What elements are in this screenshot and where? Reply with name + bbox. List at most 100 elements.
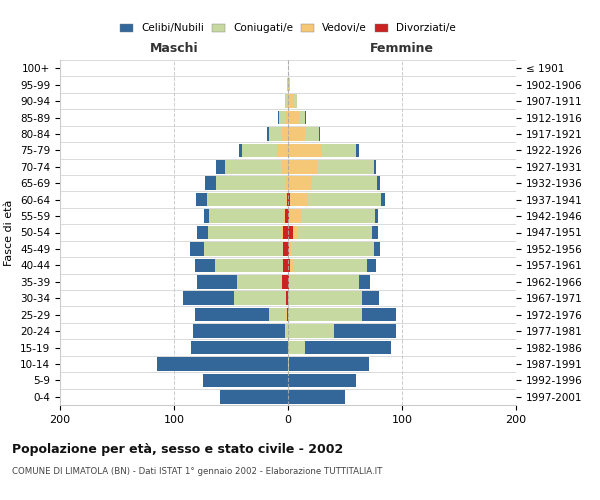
Bar	[216, 176, 284, 190]
Bar	[288, 226, 293, 239]
Bar	[157, 357, 288, 370]
Bar	[289, 210, 301, 223]
Bar	[317, 160, 373, 173]
Bar	[239, 144, 242, 157]
Bar	[288, 242, 289, 256]
Bar	[283, 160, 288, 173]
Bar	[305, 111, 306, 124]
Bar	[288, 144, 322, 157]
Bar	[268, 127, 269, 140]
Bar	[284, 111, 288, 124]
Bar	[203, 242, 283, 256]
Bar	[287, 308, 288, 322]
Bar	[288, 111, 299, 124]
Bar	[289, 78, 290, 92]
Bar	[319, 127, 320, 140]
Bar	[288, 275, 289, 288]
Bar	[288, 390, 345, 404]
Bar	[287, 193, 288, 206]
Bar	[286, 308, 287, 322]
Bar	[284, 176, 288, 190]
Bar	[197, 226, 208, 239]
Bar	[283, 127, 288, 140]
Bar	[216, 160, 226, 173]
Bar	[284, 210, 288, 223]
Bar	[194, 308, 269, 322]
Bar	[289, 242, 292, 256]
Y-axis label: Anni di nascita: Anni di nascita	[599, 191, 600, 274]
Bar	[277, 144, 288, 157]
Bar	[226, 160, 283, 173]
Bar	[278, 111, 279, 124]
Bar	[382, 193, 385, 206]
Bar	[283, 258, 288, 272]
Bar	[205, 176, 216, 190]
Bar	[288, 341, 305, 354]
Bar	[367, 258, 376, 272]
Text: Femmine: Femmine	[370, 42, 434, 55]
Bar	[288, 78, 289, 92]
Bar	[288, 324, 334, 338]
Bar	[203, 374, 288, 387]
Bar	[235, 292, 286, 305]
Bar	[190, 242, 203, 256]
Bar	[294, 94, 297, 108]
Bar	[374, 210, 378, 223]
Bar	[287, 94, 288, 108]
Bar	[288, 160, 317, 173]
Bar	[288, 94, 294, 108]
Bar	[334, 324, 397, 338]
Bar	[305, 341, 391, 354]
Y-axis label: Fasce di età: Fasce di età	[4, 200, 14, 266]
Bar	[362, 308, 397, 322]
Bar	[288, 127, 305, 140]
Text: Maschi: Maschi	[149, 42, 199, 55]
Bar	[305, 127, 319, 140]
Bar	[183, 292, 235, 305]
Bar	[288, 374, 356, 387]
Bar	[307, 193, 382, 206]
Bar	[283, 226, 288, 239]
Bar	[194, 258, 215, 272]
Bar	[298, 226, 373, 239]
Bar	[377, 176, 380, 190]
Bar	[283, 210, 284, 223]
Bar	[284, 193, 287, 206]
Bar	[191, 341, 288, 354]
Bar	[283, 242, 288, 256]
Bar	[288, 210, 289, 223]
Bar	[288, 193, 290, 206]
Bar	[288, 258, 290, 272]
Bar	[290, 275, 359, 288]
Bar	[242, 144, 277, 157]
Bar	[236, 275, 283, 288]
Bar	[290, 258, 293, 272]
Bar	[373, 242, 380, 256]
Bar	[197, 275, 236, 288]
Bar	[287, 78, 288, 92]
Bar	[359, 275, 370, 288]
Bar	[207, 193, 284, 206]
Bar	[203, 210, 209, 223]
Bar	[215, 258, 283, 272]
Bar	[373, 160, 376, 173]
Bar	[322, 144, 356, 157]
Bar	[196, 193, 207, 206]
Bar	[289, 357, 369, 370]
Text: Popolazione per età, sesso e stato civile - 2002: Popolazione per età, sesso e stato civil…	[12, 442, 343, 456]
Bar	[301, 210, 374, 223]
Bar	[220, 390, 288, 404]
Text: COMUNE DI LIMATOLA (BN) - Dati ISTAT 1° gennaio 2002 - Elaborazione TUTTITALIA.I: COMUNE DI LIMATOLA (BN) - Dati ISTAT 1° …	[12, 468, 382, 476]
Bar	[292, 242, 373, 256]
Bar	[193, 324, 284, 338]
Bar	[284, 324, 288, 338]
Bar	[311, 176, 377, 190]
Legend: Celibi/Nubili, Coniugati/e, Vedovi/e, Divorziati/e: Celibi/Nubili, Coniugati/e, Vedovi/e, Di…	[117, 20, 459, 36]
Bar	[209, 210, 283, 223]
Bar	[284, 94, 287, 108]
Bar	[356, 144, 359, 157]
Bar	[299, 111, 305, 124]
Bar	[288, 176, 311, 190]
Bar	[269, 308, 286, 322]
Bar	[286, 292, 288, 305]
